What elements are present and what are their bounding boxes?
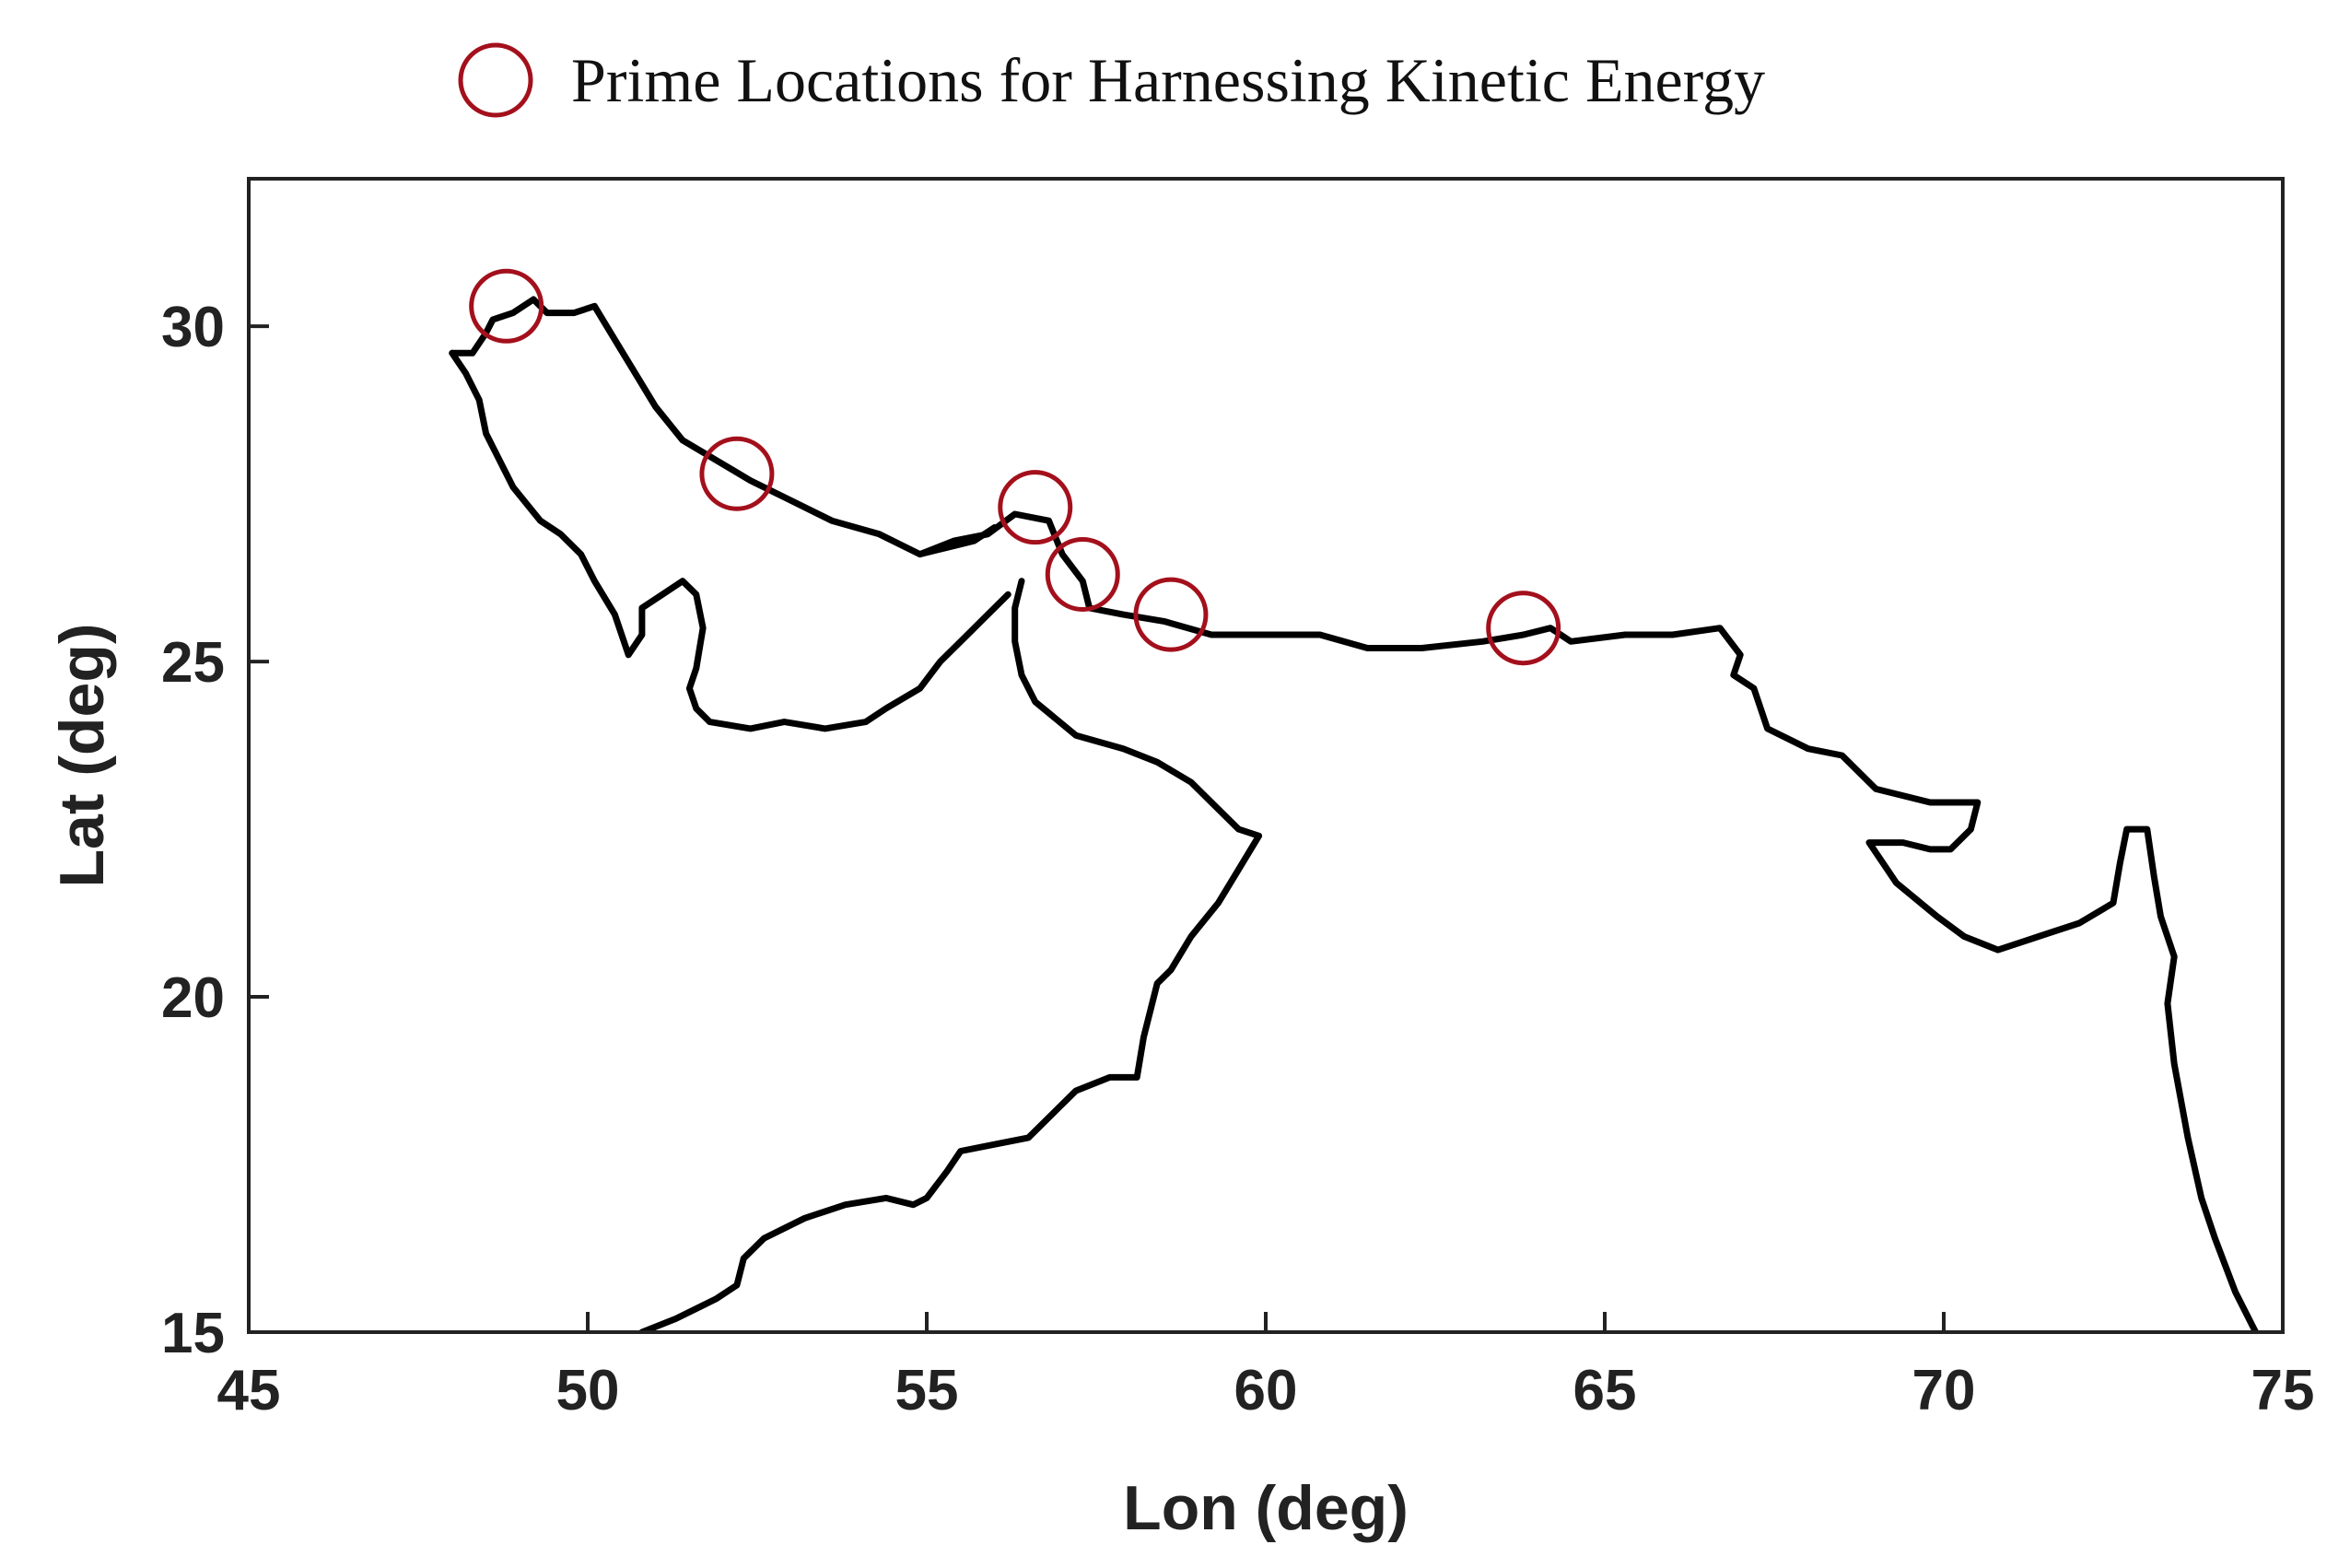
coastline-segment-4 [917, 524, 999, 558]
y-axis: 15 20 25 30 [161, 296, 269, 1365]
x-tick-label: 65 [1573, 1359, 1637, 1422]
prime-location-marker-6 [1486, 591, 1561, 666]
x-tick-label: 50 [556, 1359, 620, 1422]
coastline-segment-1 [449, 296, 2260, 1332]
legend-entry-label: Prime Locations for Harnessing Kinetic E… [571, 45, 1765, 115]
coastline-layer [449, 296, 2260, 1332]
x-axis-label: Lon (deg) [1123, 1473, 1409, 1543]
x-tick-label: 75 [2251, 1359, 2315, 1422]
coastline-segment-3 [449, 349, 1011, 732]
y-tick-label: 15 [161, 1302, 225, 1365]
x-tick-label: 60 [1234, 1359, 1298, 1422]
plot-area-frame [247, 177, 2285, 1334]
y-tick-label: 30 [161, 296, 225, 359]
prime-locations-markers [469, 268, 1561, 666]
legend: Prime Locations for Harnessing Kinetic E… [458, 42, 1765, 118]
prime-location-marker-3 [998, 470, 1073, 545]
y-tick-label: 20 [161, 966, 225, 1030]
x-axis: 45 50 55 60 65 70 75 [217, 1312, 2315, 1422]
y-axis-label: Lat (deg) [47, 623, 117, 887]
prime-location-marker-1 [469, 268, 544, 344]
prime-location-marker-2 [699, 436, 775, 511]
prime-location-marker-4 [1045, 536, 1120, 612]
legend-marker-open-circle [458, 42, 533, 118]
coastline-segment-2 [638, 578, 1263, 1332]
x-tick-label: 45 [217, 1359, 281, 1422]
y-tick-label: 25 [161, 631, 225, 695]
x-tick-label: 55 [895, 1359, 959, 1422]
prime-location-marker-5 [1133, 577, 1209, 652]
x-tick-label: 70 [1912, 1359, 1976, 1422]
